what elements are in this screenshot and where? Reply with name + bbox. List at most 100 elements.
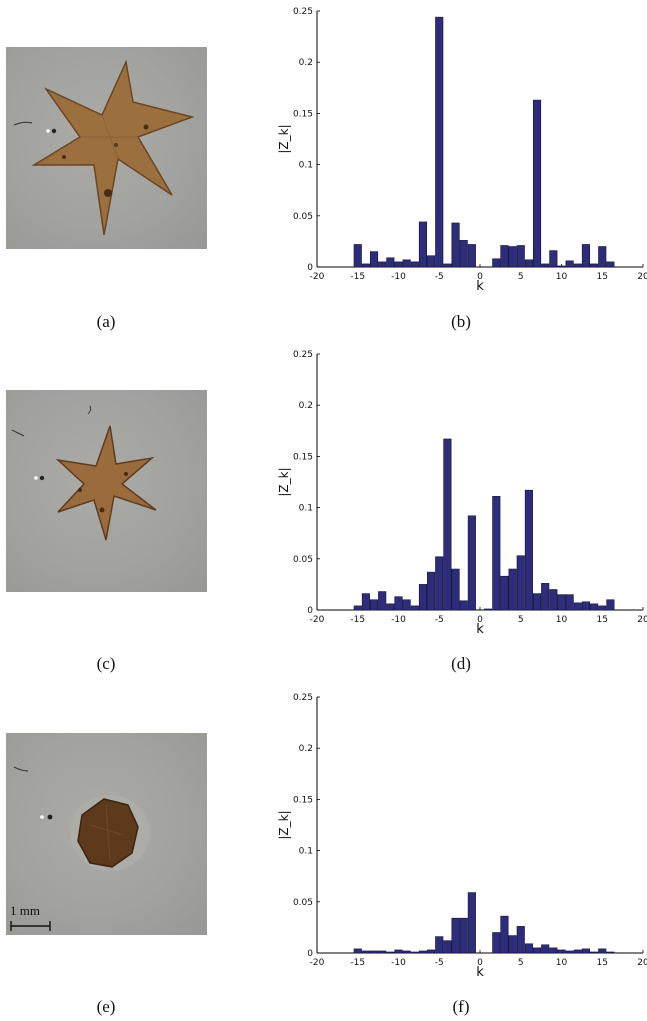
photo-star-six-arm bbox=[6, 47, 207, 249]
bar bbox=[451, 568, 460, 611]
y-tick-label: 0.05 bbox=[293, 212, 313, 222]
bar bbox=[443, 438, 452, 611]
y-tick-label: 0 bbox=[307, 606, 313, 616]
bar bbox=[500, 575, 509, 611]
bar bbox=[516, 245, 525, 268]
y-tick-label: 0.2 bbox=[299, 744, 313, 754]
bar bbox=[590, 951, 599, 954]
bar bbox=[524, 489, 533, 611]
y-tick-label: 0.25 bbox=[293, 350, 313, 360]
caption-d: (d) bbox=[451, 654, 471, 673]
x-tick-label: 15 bbox=[597, 958, 608, 968]
bar bbox=[427, 255, 436, 268]
y-tick-label: 0.15 bbox=[293, 452, 313, 462]
x-tick-label: -20 bbox=[310, 615, 325, 625]
x-tick-label: -10 bbox=[391, 272, 406, 282]
y-tick-label: 0.15 bbox=[293, 795, 313, 805]
bar bbox=[410, 951, 419, 954]
y-tick-label: 0.1 bbox=[299, 161, 313, 171]
y-tick-label: 0.25 bbox=[293, 693, 313, 703]
x-tick-label: 15 bbox=[597, 615, 608, 625]
star-specimen-image bbox=[11, 405, 157, 541]
bar bbox=[410, 605, 419, 611]
bar bbox=[378, 950, 387, 954]
bar bbox=[492, 932, 501, 954]
x-tick-label: 5 bbox=[518, 958, 524, 968]
bar bbox=[581, 244, 590, 268]
caption-c: (c) bbox=[96, 654, 116, 673]
bar bbox=[459, 917, 468, 954]
bar bbox=[533, 947, 542, 954]
bar bbox=[598, 605, 607, 611]
star-specimen-image bbox=[13, 59, 195, 236]
caption-e: (e) bbox=[96, 997, 116, 1016]
y-axis-label: |Z_k| bbox=[277, 810, 291, 839]
bar bbox=[533, 99, 542, 268]
bar bbox=[516, 926, 525, 954]
bar bbox=[606, 261, 615, 268]
x-tick-label: -15 bbox=[350, 615, 365, 625]
bar bbox=[459, 240, 468, 268]
bar bbox=[508, 568, 517, 611]
photo-collapsed-disc: 1 mm bbox=[6, 733, 207, 935]
bar bbox=[402, 950, 411, 954]
y-tick-label: 0.1 bbox=[299, 504, 313, 514]
bar bbox=[410, 261, 419, 268]
x-tick-label: 0 bbox=[477, 615, 483, 625]
bar bbox=[549, 947, 558, 954]
bar bbox=[378, 261, 387, 268]
bar bbox=[443, 263, 452, 268]
bar bbox=[549, 250, 558, 268]
bar bbox=[394, 949, 403, 954]
bar bbox=[353, 605, 362, 611]
bar bbox=[606, 599, 615, 611]
chart-d: 0 0.05 0.1 0.15 0.2 0.25 -20 -15 -10 -5 0 5 10 15 20 k |… bbox=[270, 343, 647, 637]
bar bbox=[459, 600, 468, 611]
bar bbox=[370, 950, 379, 954]
chart-b: 0 0.05 0.1 0.15 0.2 0.25 -20 -15 -10 -5 0 5 10 15 20 k |… bbox=[270, 0, 647, 294]
y-axis-label: |Z_k| bbox=[277, 467, 291, 496]
bar bbox=[427, 571, 436, 611]
y-tick-label: 0.05 bbox=[293, 898, 313, 908]
bar bbox=[598, 948, 607, 954]
bar bbox=[402, 599, 411, 611]
x-tick-label: -15 bbox=[350, 958, 365, 968]
photo-star-shrinking bbox=[6, 390, 207, 592]
bar bbox=[573, 949, 582, 954]
bar bbox=[598, 246, 607, 268]
bar bbox=[353, 948, 362, 954]
bar bbox=[557, 949, 566, 954]
bar bbox=[565, 950, 574, 954]
x-tick-label: -10 bbox=[391, 958, 406, 968]
x-tick-label: -5 bbox=[435, 272, 444, 282]
bar bbox=[394, 596, 403, 611]
bar bbox=[418, 950, 427, 954]
x-tick-label: -5 bbox=[435, 615, 444, 625]
bar bbox=[581, 948, 590, 954]
bar bbox=[361, 263, 370, 268]
bar bbox=[500, 245, 509, 268]
bar bbox=[435, 556, 444, 611]
bar bbox=[590, 603, 599, 611]
bar bbox=[557, 265, 566, 268]
x-axis-label: k bbox=[476, 965, 484, 976]
caption-f: (f) bbox=[452, 997, 470, 1016]
y-axis-label: |Z_k| bbox=[277, 124, 291, 153]
bar bbox=[565, 594, 574, 611]
bar bbox=[581, 601, 590, 611]
bar bbox=[418, 584, 427, 611]
bar bbox=[508, 935, 517, 954]
bar bbox=[386, 603, 395, 611]
bar bbox=[386, 951, 395, 954]
x-tick-label: -20 bbox=[310, 272, 325, 282]
bar bbox=[418, 221, 427, 268]
bar bbox=[492, 258, 501, 268]
bar bbox=[467, 244, 476, 268]
x-tick-label: 0 bbox=[477, 958, 483, 968]
bar bbox=[467, 515, 476, 611]
bar bbox=[508, 246, 517, 268]
y-tick-label: 0.2 bbox=[299, 58, 313, 68]
x-tick-label: 20 bbox=[637, 272, 647, 282]
x-tick-label: -15 bbox=[350, 272, 365, 282]
bar bbox=[573, 263, 582, 268]
